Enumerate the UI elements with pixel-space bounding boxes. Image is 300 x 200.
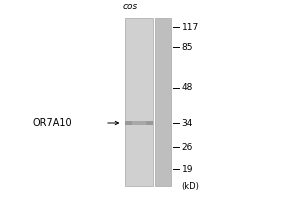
Text: 48: 48 bbox=[182, 83, 193, 92]
Text: 19: 19 bbox=[182, 164, 193, 173]
Text: cos: cos bbox=[123, 2, 138, 11]
Text: 117: 117 bbox=[182, 22, 199, 31]
Text: OR7A10: OR7A10 bbox=[32, 118, 72, 128]
Bar bbox=[154, 18, 171, 186]
Text: (kD): (kD) bbox=[182, 182, 200, 192]
Text: 85: 85 bbox=[182, 43, 193, 52]
Bar bbox=[124, 18, 153, 186]
Bar bbox=[132, 121, 146, 125]
Text: 26: 26 bbox=[182, 142, 193, 152]
Text: 34: 34 bbox=[182, 118, 193, 128]
Bar bbox=[124, 121, 153, 125]
